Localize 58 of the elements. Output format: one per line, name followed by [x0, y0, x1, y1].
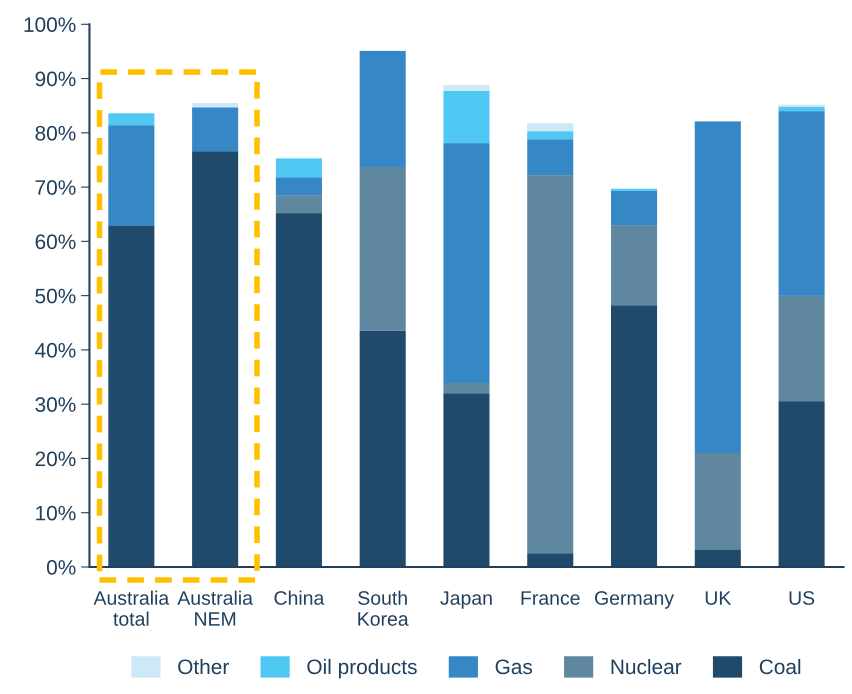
bar	[610, 305, 658, 567]
y-tick-label: 70%	[36, 180, 76, 195]
bar	[276, 213, 322, 567]
y-tick-label: 20%	[36, 451, 76, 466]
x-tick-label: UK	[706, 591, 732, 605]
x-tick-label: Australia total	[94, 590, 170, 626]
y-tick-label: 80%	[35, 126, 76, 141]
legend-label: Nuclear	[612, 658, 682, 674]
bar	[276, 158, 322, 178]
bar	[694, 121, 741, 454]
x-tick-label: China	[274, 590, 324, 605]
bar	[778, 296, 825, 402]
legend-label: Oil products	[307, 658, 417, 678]
x-tick-label: Japan	[440, 591, 492, 609]
x-tick-label: Australia NEM	[177, 590, 253, 626]
legend-label: Coal	[760, 658, 800, 674]
bar	[778, 111, 825, 296]
bar	[778, 106, 825, 112]
y-tick-label: 50%	[35, 288, 76, 304]
bar	[276, 195, 322, 214]
bar	[694, 550, 741, 567]
bar	[108, 125, 154, 226]
y-tick-label: 10%	[36, 506, 76, 520]
bar	[192, 107, 238, 152]
y-tick-label: 100%	[24, 17, 76, 32]
x-tick-label: US	[790, 591, 814, 605]
bar	[360, 50, 406, 168]
bar	[443, 85, 490, 92]
bar	[443, 383, 490, 394]
bar	[276, 177, 322, 196]
bar	[443, 91, 490, 144]
bar	[443, 393, 490, 567]
bar	[694, 453, 741, 550]
bar	[360, 330, 406, 567]
y-tick-label: 40%	[35, 342, 76, 358]
x-tick-label: France	[522, 591, 580, 605]
bar	[527, 123, 574, 132]
bar	[443, 143, 490, 384]
bar	[192, 102, 238, 108]
bar	[610, 225, 658, 306]
x-tick-label: Germany	[595, 591, 674, 609]
bar	[527, 553, 574, 567]
y-tick-label: 30%	[35, 397, 76, 412]
y-tick-label: 90%	[36, 72, 76, 86]
legend-label: Other	[178, 658, 229, 674]
bar	[108, 226, 154, 567]
bar	[527, 139, 574, 176]
bar	[108, 113, 154, 126]
y-tick-label: 0%	[46, 560, 76, 575]
y-tick-label: 60%	[36, 234, 76, 250]
bar	[778, 401, 825, 567]
bar	[527, 175, 574, 554]
bar	[527, 131, 574, 140]
bar	[610, 190, 658, 226]
bar	[192, 151, 238, 567]
legend-label: Gas	[496, 659, 532, 674]
bar	[360, 167, 406, 331]
x-tick-label: South Korea	[358, 590, 409, 626]
